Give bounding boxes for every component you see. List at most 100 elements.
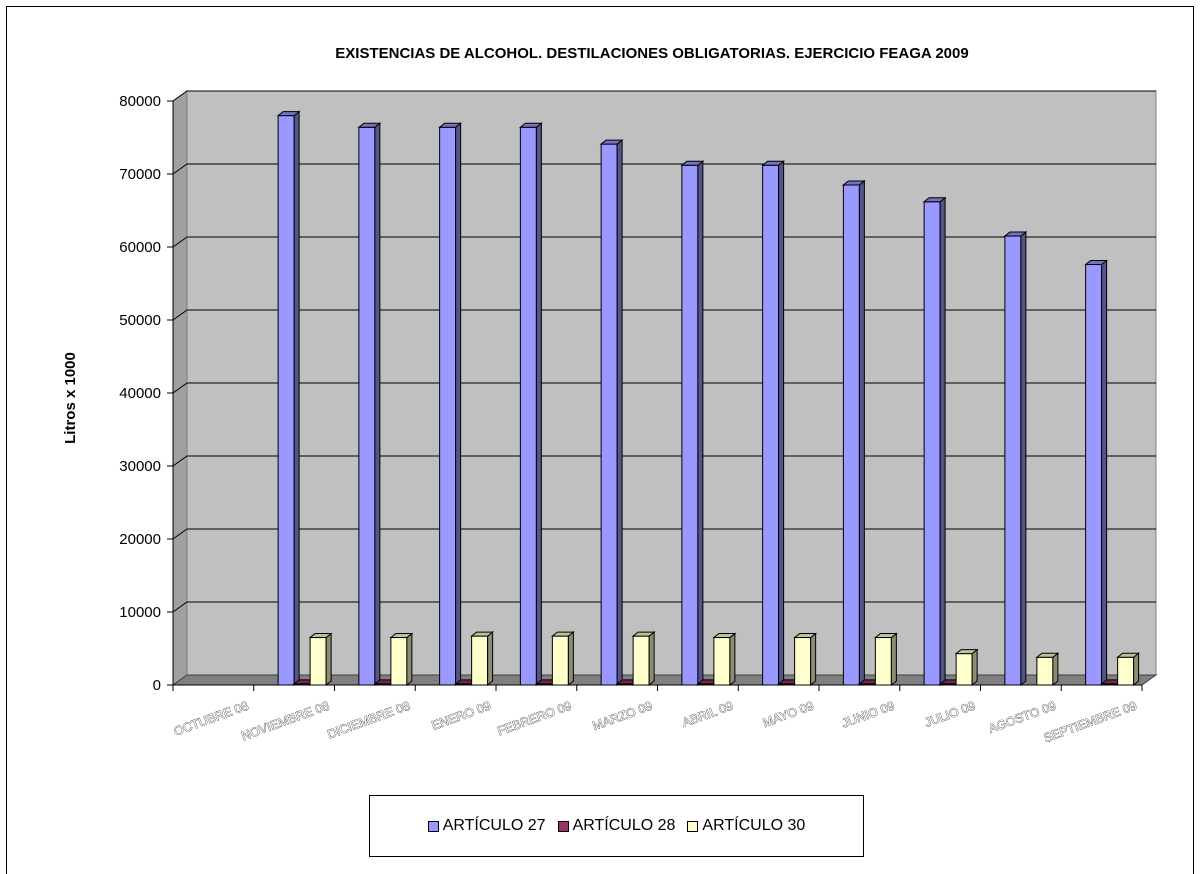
bar-front [762,164,780,686]
x-tick-label: FEBRERO 09 [495,699,573,739]
bar-front [309,637,327,686]
bar-side [374,122,381,687]
bar-top [793,633,818,639]
bar-top [712,633,737,639]
bar-side [455,122,462,687]
bar-side [487,631,494,687]
chart-title: EXISTENCIAS DE ALCOHOL. DESTILACIONES OB… [335,45,968,62]
bar-top [276,111,301,117]
bar-front [874,637,892,686]
bar-front [519,126,537,686]
bar-ARTÍCULO 27 [841,179,866,687]
bar-ARTÍCULO 30 [631,631,656,687]
bar-top [761,160,786,166]
bar-front [600,143,618,686]
bar-side [1101,259,1108,687]
legend-label: ARTÍCULO 28 [572,817,676,834]
bar-front [439,126,457,686]
bar-ARTÍCULO 30 [389,632,414,687]
bar-top [389,633,414,639]
legend: ARTÍCULO 27 ARTÍCULO 28 ARTÍCULO 30 [369,795,864,857]
bar-ARTÍCULO 30 [1035,652,1060,687]
bar-ARTÍCULO 30 [308,632,333,687]
x-tick-label: MARZO 09 [591,699,655,734]
bar-top [599,139,624,145]
x-tick-label: SEPTIEMBRE 09 [1042,699,1139,746]
y-axis-label: Litros x 1000 [62,352,79,444]
y-tick-label: 70000 [119,166,161,183]
bar-front [277,115,295,686]
bar-ARTÍCULO 27 [518,122,543,687]
gridline [172,455,1156,467]
bar-side [325,632,332,687]
gridline [172,382,1156,394]
bar-side [858,179,865,687]
bar-front [713,637,731,686]
legend-label: ARTÍCULO 30 [702,817,806,834]
bar-front [955,653,973,686]
bar-side [971,648,978,687]
bar-side [778,160,785,687]
bar-top [873,633,898,639]
bar-side [729,632,736,687]
bar-side [1133,652,1140,687]
x-tick-label: DICIEMBRE 08 [326,699,412,742]
bar-front [1085,264,1103,686]
bar-front [1036,656,1054,686]
bar-side [810,632,817,687]
bar-side [890,632,897,687]
bar-front [842,184,860,686]
plot-area [171,90,1158,686]
x-tick-label: JUNIO 09 [840,699,896,731]
legend-swatch [557,820,569,832]
bar-top [518,122,543,128]
gridline [172,528,1156,540]
bar-ARTÍCULO 27 [276,110,301,687]
bar-front [632,635,650,686]
legend-item: ARTÍCULO 27 [427,817,546,835]
x-tick-label: OCTUBRE 08 [172,699,251,739]
bar-top [1035,652,1060,658]
bar-top [841,180,866,186]
bar-front [681,164,699,686]
x-tick-label: ENERO 09 [430,699,493,733]
bar-front [1004,235,1022,686]
y-tick-label: 80000 [119,93,161,110]
bar-marks [276,110,1141,687]
bar-ARTÍCULO 30 [873,632,898,687]
x-tick-label: JULIO 09 [923,699,977,730]
bar-ARTÍCULO 30 [470,631,495,687]
bar-front [358,126,376,686]
bar-top [954,649,979,655]
bar-side [648,631,655,687]
bar-top [308,633,333,639]
bar-ARTÍCULO 30 [1116,652,1141,687]
bar-top [1003,231,1028,237]
bar-front [551,635,569,686]
x-tick-label: MAYO 09 [761,699,816,730]
y-tick-label: 30000 [119,458,161,475]
bar-top [357,122,382,128]
bar-side [939,196,946,687]
gridline [172,601,1156,613]
y-tick-label: 0 [153,677,161,694]
bar-top [631,631,656,637]
bar-ARTÍCULO 27 [922,196,947,687]
bar-ARTÍCULO 27 [438,122,463,687]
y-tick-label: 10000 [119,604,161,621]
bar-side [406,632,413,687]
bar-top [470,631,495,637]
bar-side [1052,652,1059,687]
y-tick-label: 20000 [119,531,161,548]
bar-ARTÍCULO 27 [761,160,786,687]
legend-item: ARTÍCULO 28 [557,817,676,835]
gridline [172,309,1156,321]
legend-item: ARTÍCULO 30 [687,817,805,835]
x-tick-label: ABRIL 09 [680,699,735,730]
bar-ARTÍCULO 27 [599,139,624,687]
gridline [172,163,1156,175]
bar-side [535,122,542,687]
bar-ARTÍCULO 27 [357,122,382,687]
bar-ARTÍCULO 27 [680,160,705,687]
bar-top [1084,260,1109,266]
